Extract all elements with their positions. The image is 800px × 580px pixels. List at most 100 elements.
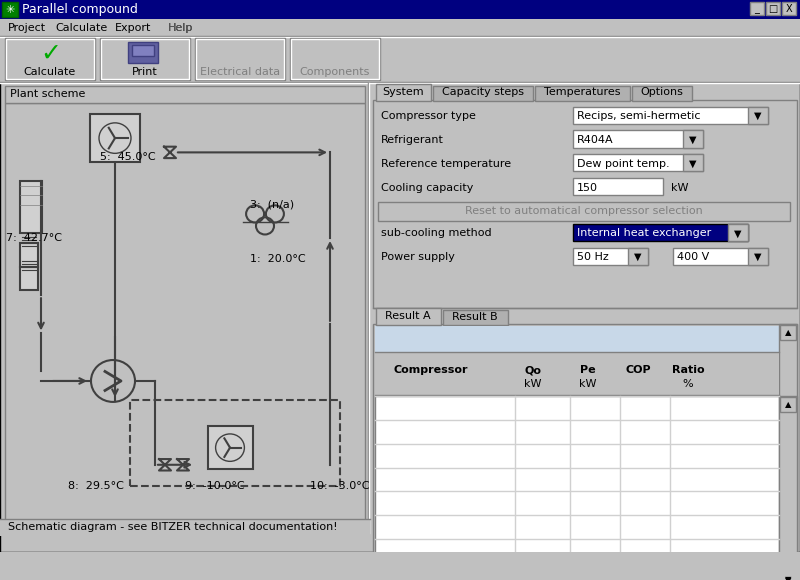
Bar — [573, 224, 748, 241]
Bar — [0, 0, 800, 19]
Text: Result A: Result A — [385, 311, 431, 321]
Bar — [443, 310, 508, 325]
Bar — [573, 107, 768, 124]
Text: Reference temperature: Reference temperature — [381, 159, 511, 169]
Text: Calculate: Calculate — [55, 23, 107, 32]
Bar — [5, 38, 95, 80]
Text: ▼: ▼ — [754, 252, 762, 262]
Text: kW: kW — [524, 379, 542, 389]
Text: Refrigerant: Refrigerant — [381, 135, 444, 145]
Text: ▼: ▼ — [734, 229, 742, 238]
Text: 400 V: 400 V — [677, 252, 710, 262]
Text: ▼: ▼ — [690, 135, 697, 145]
Text: Export: Export — [115, 23, 151, 32]
Text: _: _ — [754, 3, 759, 13]
Text: Compressor type: Compressor type — [381, 111, 476, 121]
Bar — [290, 38, 380, 80]
Text: sub-cooling method: sub-cooling method — [381, 229, 492, 238]
Bar — [373, 324, 797, 580]
Text: kW: kW — [671, 183, 689, 193]
Text: 5:  45.0°C: 5: 45.0°C — [100, 152, 156, 162]
Text: X: X — [786, 3, 792, 13]
Text: 10:  -3.0°C: 10: -3.0°C — [310, 481, 370, 491]
Text: ▼: ▼ — [690, 159, 697, 169]
Text: □: □ — [768, 3, 778, 13]
Bar — [132, 45, 154, 56]
Text: Project: Project — [8, 23, 46, 32]
Text: ▼: ▼ — [785, 577, 791, 580]
Text: Calculate: Calculate — [24, 67, 76, 77]
Text: Pe: Pe — [580, 365, 596, 375]
Bar — [748, 107, 768, 124]
Bar — [5, 103, 365, 520]
Bar — [573, 248, 648, 265]
Bar — [0, 519, 370, 536]
Bar — [40, 42, 62, 65]
Bar — [780, 325, 796, 340]
Bar — [20, 181, 42, 233]
Bar — [779, 324, 797, 580]
Text: 150: 150 — [577, 183, 598, 193]
Text: COP: COP — [625, 365, 651, 375]
Text: Power supply: Power supply — [381, 252, 455, 262]
Text: ✓: ✓ — [41, 41, 62, 66]
Bar — [779, 396, 797, 580]
Text: Result B: Result B — [452, 312, 498, 322]
Bar — [195, 38, 285, 80]
Bar — [130, 400, 340, 485]
Text: Qo: Qo — [525, 365, 542, 375]
Text: Electrical data: Electrical data — [200, 67, 280, 77]
Text: Parallel compound: Parallel compound — [22, 3, 138, 16]
Text: Capacity steps: Capacity steps — [442, 88, 524, 97]
Text: Temperatures: Temperatures — [544, 88, 621, 97]
Text: %: % — [682, 379, 694, 389]
Bar — [100, 38, 190, 80]
Text: 8:  29.5°C: 8: 29.5°C — [68, 481, 124, 491]
Text: 9:  -10.0°C: 9: -10.0°C — [185, 481, 245, 491]
Bar — [780, 571, 796, 580]
Bar — [128, 42, 158, 63]
Bar — [683, 130, 703, 148]
Bar — [375, 353, 779, 395]
Bar — [196, 39, 284, 79]
Text: Plant scheme: Plant scheme — [10, 89, 86, 99]
Text: Components: Components — [300, 67, 370, 77]
Bar — [0, 19, 800, 36]
Text: ▼: ▼ — [754, 111, 762, 121]
Bar — [2, 2, 18, 17]
Text: 7:  42.7°C: 7: 42.7°C — [6, 233, 62, 243]
Bar — [376, 84, 431, 101]
Bar — [632, 86, 692, 101]
Bar — [728, 224, 748, 241]
Bar — [0, 36, 800, 82]
Bar — [6, 39, 94, 79]
Text: Help: Help — [168, 23, 194, 32]
Text: System: System — [382, 88, 424, 97]
Text: kW: kW — [579, 379, 597, 389]
Bar — [20, 267, 38, 291]
Bar — [766, 2, 780, 15]
Text: ▲: ▲ — [785, 328, 791, 337]
Text: 50 Hz: 50 Hz — [577, 252, 609, 262]
Bar — [573, 130, 703, 148]
Text: Help: Help — [168, 23, 194, 32]
Text: 3:  (n/a): 3: (n/a) — [250, 200, 294, 210]
Bar — [90, 114, 140, 162]
Text: ▼: ▼ — [634, 252, 642, 262]
Bar — [375, 396, 779, 580]
Text: ▼: ▼ — [785, 575, 791, 580]
Bar — [780, 397, 796, 412]
Bar — [378, 202, 790, 221]
Bar — [5, 86, 365, 103]
Bar — [782, 2, 796, 15]
Bar — [683, 154, 703, 172]
Bar — [20, 243, 38, 267]
Bar — [535, 86, 630, 101]
Bar — [291, 39, 379, 79]
Text: Recips, semi-hermetic: Recips, semi-hermetic — [577, 111, 701, 121]
Bar — [373, 100, 797, 307]
Text: Print: Print — [132, 67, 158, 77]
Bar — [750, 2, 764, 15]
Text: Dew point temp.: Dew point temp. — [577, 159, 670, 169]
Bar — [573, 154, 703, 172]
